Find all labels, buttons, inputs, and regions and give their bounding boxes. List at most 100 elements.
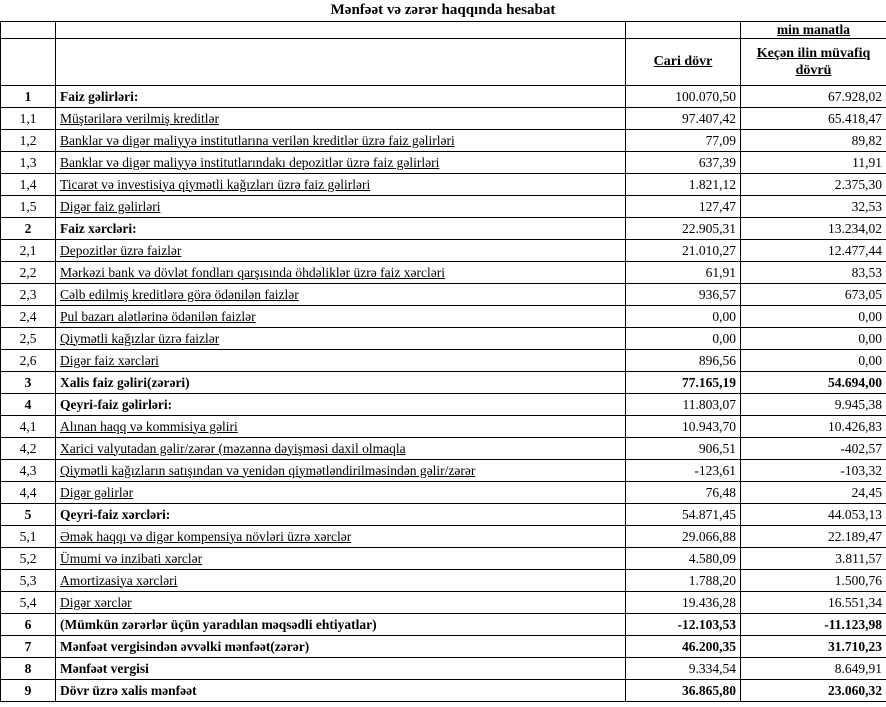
row-label: Digər faiz gəlirləri xyxy=(55,195,626,218)
value-previous: 13.234,02 xyxy=(740,217,886,240)
table-row: 1,3 Banklar və digər maliyyə institutları… xyxy=(0,151,886,174)
row-label: Mənfəət vergisi xyxy=(55,657,626,680)
value-current: 77,09 xyxy=(625,129,741,152)
row-number: 2,3 xyxy=(0,283,56,306)
value-current: 4.580,09 xyxy=(625,547,741,570)
empty-cell xyxy=(0,21,56,39)
value-current: 19.436,28 xyxy=(625,591,741,614)
value-current: 0,00 xyxy=(625,305,741,328)
value-current: 54.871,45 xyxy=(625,503,741,526)
row-number: 1 xyxy=(0,85,56,108)
value-previous: 12.477,44 xyxy=(740,239,886,262)
row-label: Alınan haqq və kommisiya gəliri xyxy=(55,415,626,438)
value-current: 36.865,80 xyxy=(625,679,741,702)
value-current: 22.905,31 xyxy=(625,217,741,240)
row-number: 4,4 xyxy=(0,481,56,504)
value-current: 9.334,54 xyxy=(625,657,741,680)
row-label: Digər xərclər xyxy=(55,591,626,614)
row-number: 9 xyxy=(0,679,56,702)
row-number: 2,5 xyxy=(0,327,56,350)
table-row: 1 Faiz gəlirləri: 100.070,50 67.928,02 xyxy=(0,85,886,108)
row-label: Qeyri-faiz xərcləri: xyxy=(55,503,626,526)
row-number: 7 xyxy=(0,635,56,658)
row-label: Faiz xərcləri: xyxy=(55,217,626,240)
row-number: 5,1 xyxy=(0,525,56,548)
row-number: 6 xyxy=(0,613,56,636)
table-row: 2 Faiz xərcləri: 22.905,31 13.234,02 xyxy=(0,217,886,240)
row-label: Mənfəət vergisindən əvvəlki mənfəət(zərə… xyxy=(55,635,626,658)
table-row: 5,2 Ümumi və inzibati xərclər 4.580,09 3.81… xyxy=(0,547,886,570)
table-row: 2,4 Pul bazarı alətlərinə ödənilən faizlə… xyxy=(0,305,886,328)
value-current: 936,57 xyxy=(625,283,741,306)
table-body: 1 Faiz gəlirləri: 100.070,50 67.928,02 1,1 Mü… xyxy=(0,85,886,702)
row-number: 5,2 xyxy=(0,547,56,570)
value-current: 46.200,35 xyxy=(625,635,741,658)
table-row: 4,2 Xarici valyutadan gəlir/zərər (məzənn… xyxy=(0,437,886,460)
table-row: 5,1 Əmək haqqı və digər kompensiya növlər… xyxy=(0,525,886,548)
row-number: 2,6 xyxy=(0,349,56,372)
row-number: 5,4 xyxy=(0,591,56,614)
table-row: 1,2 Banklar və digər maliyyə institutları… xyxy=(0,129,886,152)
row-label: Mərkəzi bank və dövlət fondları qarşısın… xyxy=(55,261,626,284)
unit-note-row: min manatla xyxy=(0,21,886,39)
table-header-row: Cari dövr Keçən ilin müvafiq dövrü xyxy=(0,38,886,86)
row-number: 2,1 xyxy=(0,239,56,262)
row-label: Əmək haqqı və digər kompensiya növləri ü… xyxy=(55,525,626,548)
row-label: Banklar və digər maliyyə institutlarında… xyxy=(55,151,626,174)
row-number: 5 xyxy=(0,503,56,526)
table-row: 9 Dövr üzrə xalis mənfəət 36.865,80 23.060,… xyxy=(0,679,886,702)
value-current: 97.407,42 xyxy=(625,107,741,130)
value-previous: 83,53 xyxy=(740,261,886,284)
value-previous: -11.123,98 xyxy=(740,613,886,636)
value-current: -12.103,53 xyxy=(625,613,741,636)
value-previous: 0,00 xyxy=(740,349,886,372)
row-label: Dövr üzrə xalis mənfəət xyxy=(55,679,626,702)
value-previous: -402,57 xyxy=(740,437,886,460)
table-row: 4,4 Digər gəlirlər 76,48 24,45 xyxy=(0,481,886,504)
row-label: Amortizasiya xərcləri xyxy=(55,569,626,592)
table-row: 5,4 Digər xərclər 19.436,28 16.551,34 xyxy=(0,591,886,614)
value-previous: 31.710,23 xyxy=(740,635,886,658)
table-row: 1,5 Digər faiz gəlirləri 127,47 32,53 xyxy=(0,195,886,218)
value-current: 10.943,70 xyxy=(625,415,741,438)
value-previous: -103,32 xyxy=(740,459,886,482)
value-previous: 3.811,57 xyxy=(740,547,886,570)
value-current: 896,56 xyxy=(625,349,741,372)
value-current: 11.803,07 xyxy=(625,393,741,416)
row-number: 1,1 xyxy=(0,107,56,130)
value-previous: 22.189,47 xyxy=(740,525,886,548)
row-number: 1,4 xyxy=(0,173,56,196)
table-row: 8 Mənfəət vergisi 9.334,54 8.649,91 xyxy=(0,657,886,680)
row-label: Digər gəlirlər xyxy=(55,481,626,504)
row-label: (Mümkün zərərlər üçün yaradılan məqsədli… xyxy=(55,613,626,636)
empty-cell xyxy=(625,21,741,39)
row-number: 2 xyxy=(0,217,56,240)
value-previous: 0,00 xyxy=(740,305,886,328)
value-previous: 23.060,32 xyxy=(740,679,886,702)
table-row: 4,3 Qiymətli kağızların satışından və yen… xyxy=(0,459,886,482)
column-header-previous: Keçən ilin müvafiq dövrü xyxy=(740,38,886,86)
value-current: 0,00 xyxy=(625,327,741,350)
profit-loss-table: min manatla Cari dövr Keçən ilin müvafiq… xyxy=(0,21,886,702)
table-row: 2,5 Qiymətli kağızlar üzrə faizlər 0,00 0,0… xyxy=(0,327,886,350)
value-previous: 9.945,38 xyxy=(740,393,886,416)
value-previous: 24,45 xyxy=(740,481,886,504)
value-current: 906,51 xyxy=(625,437,741,460)
row-number: 5,3 xyxy=(0,569,56,592)
row-label: Ticarət və investisiya qiymətli kağızlar… xyxy=(55,173,626,196)
row-label: Pul bazarı alətlərinə ödənilən faizlər xyxy=(55,305,626,328)
table-row: 4 Qeyri-faiz gəlirləri: 11.803,07 9.945,38 xyxy=(0,393,886,416)
row-label: Qiymətli kağızların satışından və yenidə… xyxy=(55,459,626,482)
value-current: 100.070,50 xyxy=(625,85,741,108)
table-row: 4,1 Alınan haqq və kommisiya gəliri 10.943… xyxy=(0,415,886,438)
value-previous: 10.426,83 xyxy=(740,415,886,438)
value-previous: 2.375,30 xyxy=(740,173,886,196)
row-number: 4,1 xyxy=(0,415,56,438)
table-row: 2,2 Mərkəzi bank və dövlət fondları qarşı… xyxy=(0,261,886,284)
row-number: 3 xyxy=(0,371,56,394)
value-current: -123,61 xyxy=(625,459,741,482)
value-current: 29.066,88 xyxy=(625,525,741,548)
row-number: 8 xyxy=(0,657,56,680)
row-number: 1,2 xyxy=(0,129,56,152)
table-row: 6 (Mümkün zərərlər üçün yaradılan məqsədl… xyxy=(0,613,886,636)
